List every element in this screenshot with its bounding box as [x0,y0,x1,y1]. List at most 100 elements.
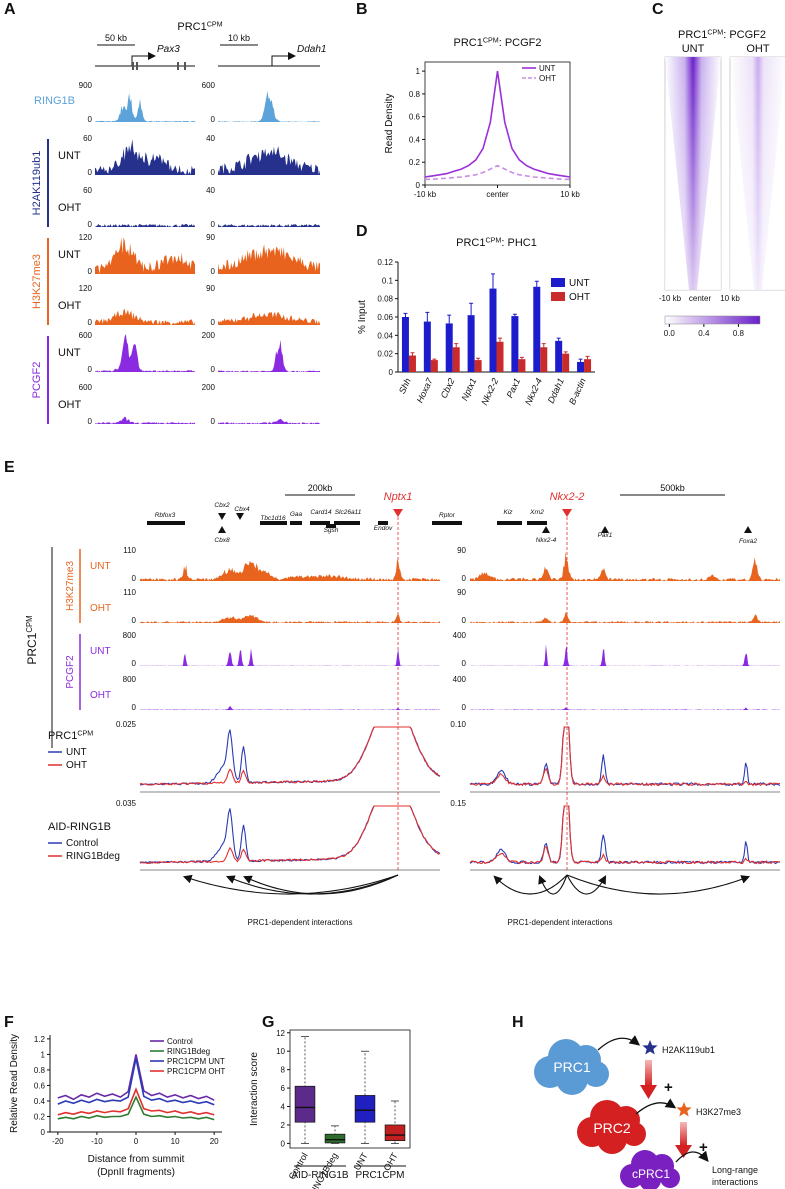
legend-label: OHT [66,760,87,771]
y-tick-label: 0.8 [34,1066,46,1075]
gene-label: Card14 [310,509,332,516]
legend-label: UNT [569,278,590,289]
bar [540,347,548,372]
y-tick-label: 2 [281,1121,286,1130]
exon [132,62,134,70]
exon [177,62,179,70]
panel-letter: E [4,459,15,476]
bar [511,316,519,372]
condition-label: OHT [90,603,111,614]
x-tick-label: Nptx1 [459,377,478,403]
error-bar [410,352,415,356]
box [294,1085,316,1123]
gene-label: Rptor [439,512,456,519]
y-tick-label: 0.6 [409,113,421,122]
x-tick-label: Nkx2-2 [479,377,500,407]
signal-track [140,705,440,710]
bar [584,359,592,372]
interaction-arc [493,874,568,895]
signal-track [218,418,320,424]
capture-max-label: 0.035 [116,799,137,808]
y-tick-label: 10 [276,1047,285,1056]
x-tick-label: Shh [397,377,413,396]
track-max-label: 40 [206,186,215,195]
signal-track [95,224,195,227]
capture-line [469,805,781,865]
signal-track [470,644,780,666]
error-bar [454,343,459,348]
superscript: CPM [77,729,93,737]
condition-label: UNT [58,150,81,162]
y-tick-label: 0.6 [34,1081,46,1090]
panel-letter: C [652,1,664,18]
gene-label: Xrn2 [529,509,544,516]
gene-label: Slc26a11 [335,509,362,516]
track-zero-label: 0 [211,168,216,177]
track-max-label: 800 [123,631,137,640]
highlight-marker [393,509,403,517]
y-tick-label: 0.2 [34,1112,46,1121]
x-tick-label: UNT [352,1151,370,1172]
colorbar-tick-label: 0.4 [698,329,710,338]
y-axis-label: Relative Read Density [9,1034,20,1133]
error-bar [447,314,452,324]
error-bar [563,351,568,354]
error-bar [476,357,481,361]
gene-marker [236,513,244,520]
panel-letter: H [512,1014,524,1031]
y-tick-label: 0 [416,181,421,190]
x-axis-label: (DpnII fragments) [97,1167,175,1178]
x-axis-label: Distance from summit [88,1154,185,1165]
x-tick-label: Ddah1 [546,377,566,405]
error-bar [425,311,430,322]
chart-title: PRC1CPM: PCGF2 [453,36,541,49]
bar [430,360,438,372]
track-zero-label: 0 [132,659,137,668]
x-tick-label: -20 [52,1137,64,1146]
x-tick-label: B-actin [567,377,588,407]
colorbar-tick-label: 0.8 [733,329,745,338]
panel-h: H PRC1 H2AK119ub1 + PRC2 H3K27me3 + cPRC… [512,1014,759,1189]
gene-label: Cbx4 [234,506,250,513]
group-label: H2AK119ub1 [31,151,43,216]
line-series [57,1054,215,1101]
bar [408,355,416,372]
gene-label: Nkx2-4 [536,537,557,544]
legend-swatch [551,292,565,301]
arrow [675,1145,692,1158]
signal-track [218,224,320,227]
gene-bar [290,521,302,525]
signal-track [140,559,440,581]
condition-label: UNT [58,249,81,261]
y-tick-label: 0.04 [377,331,393,340]
error-bar [585,355,590,360]
track-zero-label: 0 [132,703,137,712]
gene-label: Kiz [503,509,513,516]
track-zero-label: 0 [462,703,467,712]
panel-letter: D [356,223,368,240]
text-part: PRC1 [453,37,482,49]
bar [474,360,482,372]
track-max-label: 90 [457,546,466,555]
gene-bar [310,521,330,525]
heatmap-fade [665,57,721,290]
signal-track [95,334,195,372]
signal-track [470,707,780,710]
error-bar [498,337,503,342]
track-zero-label: 0 [211,267,216,276]
bar [562,353,570,372]
track-max-label: 90 [206,233,215,242]
gene-label: Rbfox3 [155,512,176,519]
line-series [424,70,571,178]
track-zero-label: 0 [88,318,93,327]
condition-label: UNT [58,347,81,359]
condition-label: OHT [90,690,111,701]
x-tick-label: center [486,190,509,199]
x-tick-label: Pax1 [504,377,522,400]
x-tick-label: -10 kb [414,190,437,199]
signal-track [218,339,320,372]
gene-label: Cbx2 [214,502,230,509]
error-bar [534,280,539,287]
prc2-cloud [577,1100,646,1154]
x-label: center [689,294,712,303]
